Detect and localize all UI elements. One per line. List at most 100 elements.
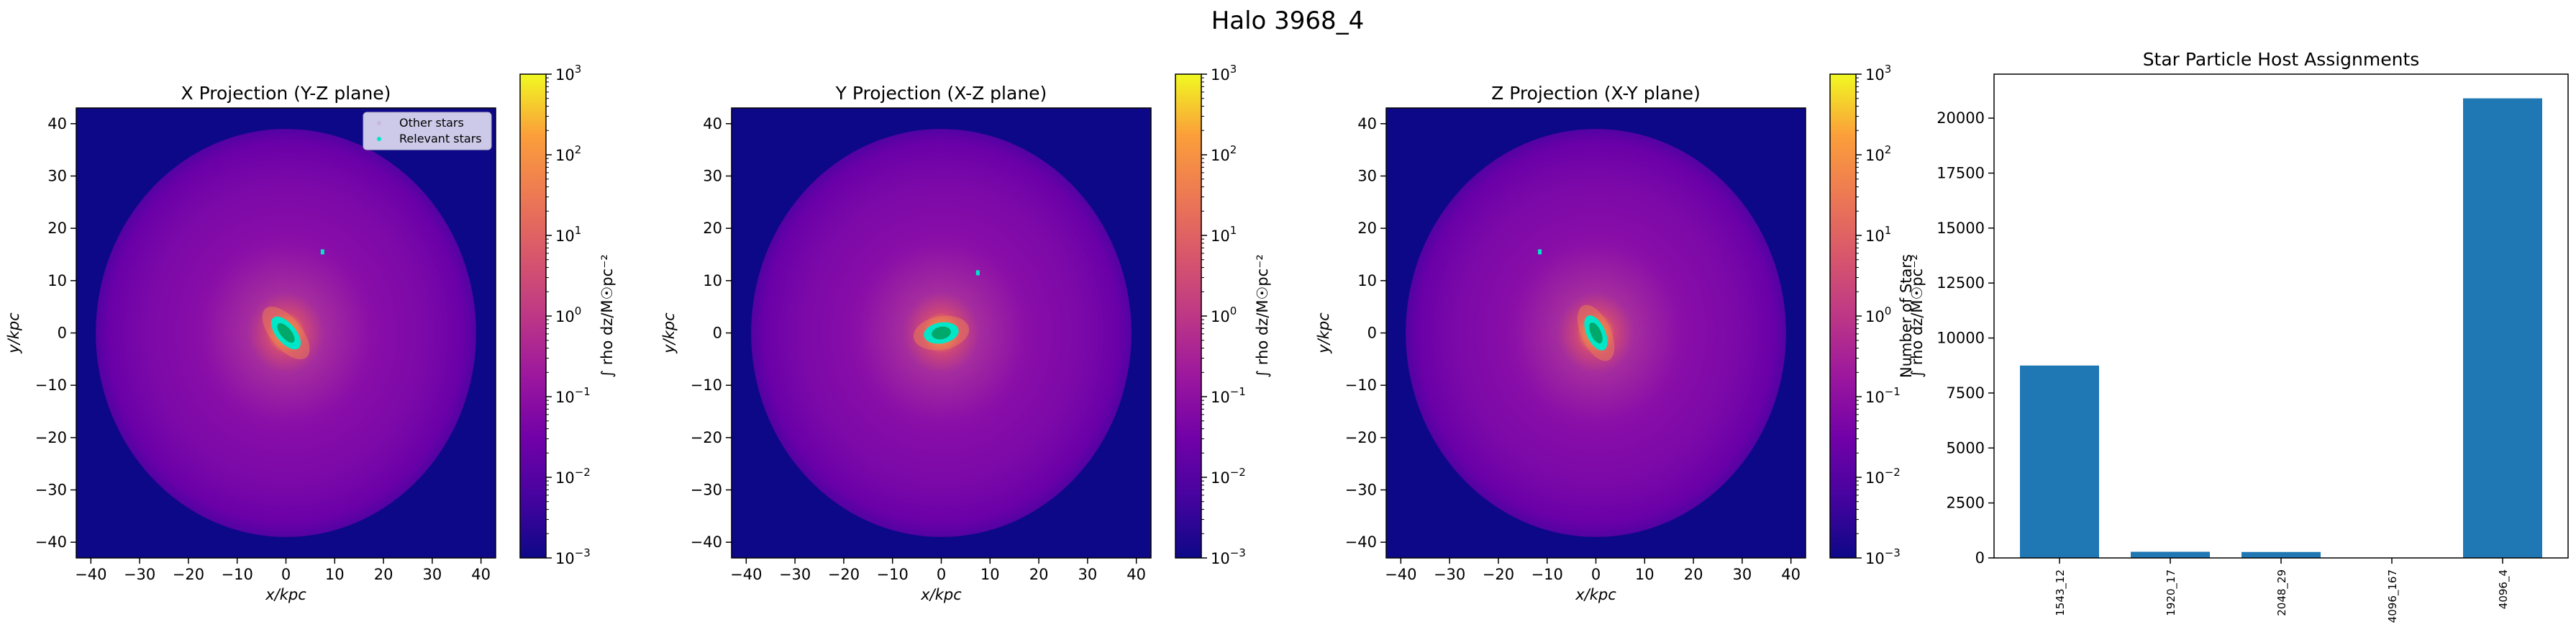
figure-suptitle: Halo 3968_4: [1211, 6, 1365, 35]
colorbar-tick-label: 100: [1211, 305, 1237, 325]
x-tick-label: 4096_4: [2497, 569, 2511, 609]
bar-1920_17: [2131, 551, 2210, 558]
bar-1543_12: [2020, 365, 2099, 558]
y-tick-label: −20: [1345, 429, 1377, 446]
colorbar-tick-label: 100: [555, 305, 581, 325]
panel-title: Z Projection (X-Y plane): [1491, 83, 1701, 104]
satellite-stars: [975, 270, 980, 276]
relevant-stars-core: [1577, 305, 1615, 361]
heatmap-panel-2: −40 −30 −20 −10 0 10 20 30 40 −40 −30 −20 −10 0 10 20 30…: [660, 63, 1271, 603]
x-tick-label: 0: [1591, 566, 1601, 583]
x-tick-label: 0: [281, 566, 291, 583]
heatmap-panel-1: −40 −30 −20 −10 0 10 20 30 40 −40 −30 −20 −10 0 10 20 30…: [5, 63, 616, 603]
y-tick-label: −30: [691, 482, 722, 499]
y-tick-label: 10: [1357, 272, 1377, 289]
x-tick-label: 30: [423, 566, 442, 583]
y-tick-label: 0: [58, 325, 67, 342]
y-tick-label: 30: [703, 167, 722, 184]
colorbar-tick-label: 102: [555, 143, 581, 164]
colorbar-tick-label: 102: [1211, 143, 1237, 164]
x-axis-label: x/kpc: [920, 586, 962, 603]
y-axis-label: y/kpc: [660, 312, 678, 354]
colorbar-gradient: [1829, 73, 1857, 559]
colorbar-tick-label: 103: [1865, 63, 1891, 84]
y-tick-label: −20: [691, 429, 722, 446]
relevant-stars-center: [1589, 322, 1603, 344]
y-tick-label: 40: [47, 115, 67, 132]
x-tick-label: 1543_12: [2054, 569, 2067, 616]
colorbar-tick-label: 10−2: [1865, 466, 1901, 487]
y-tick-label: 40: [1357, 115, 1377, 132]
y-tick-label: −30: [35, 482, 67, 499]
y-tick-label: −20: [35, 429, 67, 446]
x-axis-label: x/kpc: [1575, 586, 1616, 603]
x-tick-label: 0: [937, 566, 946, 583]
x-tick-label: −40: [1385, 566, 1416, 583]
colorbar-tick-label: 103: [555, 63, 581, 84]
legend-box: [363, 112, 492, 150]
colorbar-tick-label: 10−2: [555, 466, 591, 487]
legend-entry-other: Other stars: [399, 116, 464, 130]
legend-marker-other: [377, 121, 381, 125]
relevant-stars-core: [262, 306, 310, 360]
relevant-stars-center: [932, 326, 951, 340]
x-tick-label: −10: [222, 566, 253, 583]
y-tick-label: 17500: [1936, 164, 1985, 181]
y-tick-label: 10000: [1936, 330, 1985, 347]
y-tick-label: 15000: [1936, 220, 1985, 237]
y-tick-label: 0: [1975, 549, 1985, 567]
x-tick-label: 30: [1078, 566, 1098, 583]
x-tick-label: 1920_17: [2165, 569, 2178, 616]
panel-title: Y Projection (X-Z plane): [835, 83, 1047, 104]
x-tick-label: −20: [1483, 566, 1514, 583]
y-tick-label: 10: [703, 272, 722, 289]
colorbar-tick-label: 101: [1865, 224, 1891, 245]
y-tick-label: 12500: [1936, 274, 1985, 292]
y-axis-label: y/kpc: [1315, 312, 1332, 354]
y-tick-label: 0: [1367, 325, 1377, 342]
colorbar-tick-label: 10−3: [1211, 546, 1246, 567]
heatmap-panel-3: −40 −30 −20 −10 0 10 20 30 40 −40 −30 −20 −10 0 10 20 30…: [1315, 63, 1926, 603]
x-tick-label: 40: [1127, 566, 1146, 583]
y-tick-label: 20: [1357, 220, 1377, 237]
x-tick-label: 4096_167: [2386, 569, 2400, 623]
y-axis-label: y/kpc: [5, 312, 22, 354]
y-tick-label: −10: [691, 377, 722, 394]
x-tick-label: 30: [1733, 566, 1752, 583]
y-tick-label: 0: [713, 325, 722, 342]
y-tick-label: −10: [35, 377, 67, 394]
y-tick-label: 30: [47, 167, 67, 184]
x-tick-label: −30: [779, 566, 811, 583]
x-tick-label: 20: [1029, 566, 1049, 583]
colorbar-tick-label: 103: [1211, 63, 1237, 84]
y-tick-label: 40: [703, 115, 722, 132]
colorbar-tick-label: 10−2: [1211, 466, 1246, 487]
colorbar: 103 102 101 100 10−1 10−2 10−3 ∫ rho dz/M☉pc⁻²: [1829, 63, 1926, 567]
legend-marker-relevant: [377, 137, 381, 141]
x-tick-label: 10: [1635, 566, 1655, 583]
panel-title: Star Particle Host Assignments: [2143, 49, 2420, 70]
x-tick-label: 2048_29: [2275, 569, 2289, 616]
x-tick-label: −10: [1532, 566, 1563, 583]
axes-frame: [1993, 73, 2569, 559]
x-tick-label: −30: [124, 566, 155, 583]
relevant-stars-core: [913, 315, 970, 351]
legend-entry-relevant: Relevant stars: [399, 132, 482, 145]
y-tick-label: 20: [703, 220, 722, 237]
y-tick-label: 7500: [1947, 384, 1985, 402]
colorbar-tick-label: 100: [1865, 305, 1891, 325]
colorbar: 103 102 101 100 10−1 10−2 10−3 ∫ rho dz/M☉pc⁻²: [1175, 63, 1271, 567]
x-tick-label: −20: [828, 566, 860, 583]
relevant-stars-center: [277, 323, 295, 343]
x-tick-label: −40: [75, 566, 106, 583]
colorbar-tick-label: 10−3: [555, 546, 591, 567]
colorbar-label: ∫ rho dz/M☉pc⁻²: [599, 254, 616, 377]
x-axis-label: x/kpc: [265, 586, 306, 603]
colorbar: 103 102 101 100 10−1 10−2 10−3 ∫ rho dz/M☉pc⁻²: [519, 63, 616, 567]
x-tick-label: 10: [325, 566, 345, 583]
panel-title: X Projection (Y-Z plane): [181, 83, 391, 104]
y-tick-label: 5000: [1947, 439, 1985, 456]
y-tick-label: 2500: [1947, 495, 1985, 512]
colorbar-tick-label: 102: [1865, 143, 1891, 164]
